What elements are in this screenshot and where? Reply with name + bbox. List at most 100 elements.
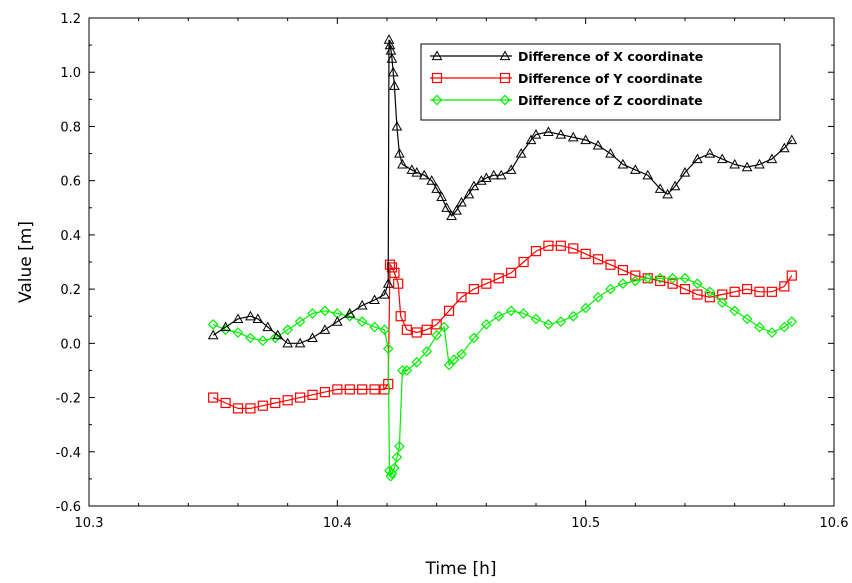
data-point	[411, 167, 423, 177]
data-point	[530, 129, 542, 139]
data-point	[387, 66, 399, 77]
data-point	[389, 267, 400, 278]
data-point	[543, 240, 554, 251]
data-point	[515, 148, 527, 158]
data-point	[232, 327, 244, 338]
data-point	[272, 329, 284, 340]
data-point	[282, 337, 294, 348]
data-point	[667, 272, 678, 284]
data-point	[580, 248, 591, 259]
data-point	[518, 308, 529, 319]
data-point	[692, 278, 703, 290]
data-point	[729, 158, 741, 169]
data-point	[679, 272, 691, 284]
data-point	[716, 153, 728, 164]
data-point	[394, 148, 405, 158]
data-point	[232, 313, 244, 324]
data-point	[468, 284, 480, 295]
data-point	[754, 158, 765, 169]
data-point	[421, 346, 433, 357]
data-point	[397, 158, 408, 169]
data-point	[766, 327, 778, 338]
data-point	[741, 284, 753, 295]
data-point	[421, 324, 432, 335]
y-tick-label: 0.0	[60, 337, 81, 352]
data-point	[456, 348, 467, 360]
data-point	[778, 142, 790, 153]
data-point	[580, 134, 592, 145]
data-point	[692, 289, 703, 300]
data-point	[617, 278, 629, 290]
data-point	[401, 324, 412, 335]
data-point	[555, 316, 567, 327]
data-point	[382, 343, 394, 355]
data-point	[525, 134, 537, 145]
data-point	[307, 308, 318, 319]
y-axis-title: Value [m]	[16, 221, 36, 303]
data-point	[779, 281, 790, 292]
data-point	[344, 307, 356, 318]
data-point	[704, 148, 716, 158]
data-point	[543, 319, 554, 330]
data-point	[506, 267, 517, 278]
data-point	[456, 292, 467, 303]
data-point	[393, 278, 404, 289]
data-point	[369, 321, 380, 333]
data-point	[580, 302, 592, 314]
data-point	[389, 80, 400, 90]
data-point	[319, 305, 331, 317]
data-point	[592, 291, 604, 303]
data-point	[379, 289, 390, 299]
data-point	[629, 164, 641, 174]
data-point	[282, 324, 294, 336]
data-point	[245, 332, 256, 344]
data-point	[530, 246, 542, 257]
data-point	[729, 286, 740, 297]
legend-entries: Difference of X coordinate Difference of …	[430, 49, 703, 108]
y-tick-label: -0.4	[56, 446, 81, 461]
data-point	[438, 321, 450, 333]
data-point	[567, 131, 579, 142]
legend-marker-left	[431, 72, 443, 84]
data-point	[208, 392, 219, 403]
data-point	[307, 332, 318, 343]
data-point	[468, 180, 480, 191]
data-point	[262, 321, 274, 332]
data-point	[786, 270, 797, 281]
y-tick-label: 1.0	[60, 66, 81, 81]
data-point	[385, 470, 397, 482]
data-point	[446, 210, 457, 221]
data-point	[220, 321, 231, 332]
data-point	[369, 294, 380, 305]
data-point	[319, 387, 331, 398]
legend-marker-left	[431, 94, 443, 106]
data-point	[431, 319, 442, 330]
data-point	[605, 283, 616, 295]
data-point	[386, 262, 398, 273]
data-point	[294, 392, 306, 403]
data-point	[282, 395, 293, 406]
series-line	[212, 245, 793, 409]
data-point	[786, 316, 798, 327]
data-point	[679, 284, 691, 295]
data-point	[431, 183, 443, 193]
data-point	[642, 272, 654, 284]
y-tick-label: -0.2	[56, 392, 81, 407]
data-point	[245, 403, 256, 414]
data-point	[592, 254, 604, 265]
data-point	[654, 272, 666, 284]
data-point	[754, 286, 765, 297]
y-tick-label: 0.2	[60, 283, 81, 298]
data-point	[294, 337, 306, 348]
data-point	[443, 359, 455, 371]
data-point	[395, 311, 406, 322]
data-point	[716, 297, 728, 309]
data-point	[385, 45, 397, 55]
legend-label: Difference of X coordinate	[518, 49, 703, 64]
data-point	[505, 305, 517, 317]
data-point	[741, 313, 753, 325]
data-point	[629, 275, 641, 287]
y-tick-label: 0.4	[60, 229, 81, 244]
data-point	[456, 196, 467, 207]
data-point	[356, 299, 368, 310]
